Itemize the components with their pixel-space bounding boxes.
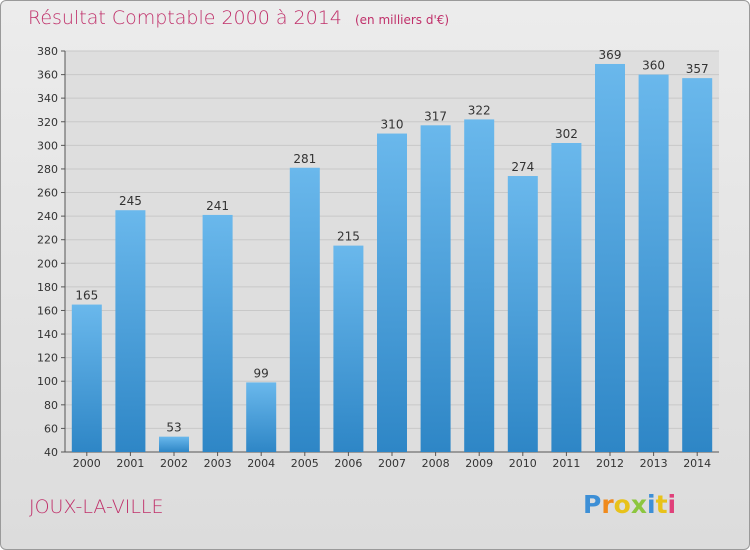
y-tick-label: 320: [37, 116, 58, 129]
bar: [202, 214, 233, 452]
bar: [507, 176, 538, 453]
bar-value-label: 369: [599, 48, 622, 62]
y-tick-label: 380: [37, 45, 58, 58]
x-tick-label: 2003: [204, 457, 232, 470]
x-tick-label: 2005: [291, 457, 319, 470]
logo-letter: r: [601, 490, 614, 519]
bar-value-label: 165: [75, 289, 98, 303]
bar-value-label: 215: [337, 230, 360, 244]
x-tick-label: 2002: [160, 457, 188, 470]
bar-value-label: 281: [293, 152, 316, 166]
y-tick-label: 300: [37, 139, 58, 152]
bar: [289, 167, 320, 452]
bar-value-label: 53: [166, 421, 181, 435]
bar-value-label: 99: [254, 366, 269, 380]
bar-value-label: 360: [642, 59, 665, 73]
x-tick-label: 2011: [552, 457, 580, 470]
bar: [377, 133, 407, 452]
bar-value-label: 241: [206, 199, 229, 213]
y-tick-label: 200: [37, 257, 58, 270]
bar: [420, 125, 451, 452]
x-tick-label: 2014: [683, 457, 711, 470]
x-tick-label: 2004: [247, 457, 275, 470]
y-tick-label: 120: [37, 352, 58, 365]
bar: [71, 304, 102, 452]
bar-value-label: 302: [555, 127, 578, 141]
y-tick-label: 180: [37, 281, 58, 294]
x-tick-label: 2008: [422, 457, 450, 470]
y-tick-label: 260: [37, 187, 58, 200]
y-tick-label: 160: [37, 304, 58, 317]
y-tick-label: 220: [37, 234, 58, 247]
x-tick-label: 2000: [73, 457, 101, 470]
logo-letter: P: [583, 490, 602, 519]
commune-name: JOUX-LA-VILLE: [29, 496, 164, 518]
bar-value-label: 322: [468, 103, 491, 117]
bar: [333, 245, 364, 452]
bar: [159, 436, 189, 452]
x-tick-label: 2013: [640, 457, 668, 470]
chart-title-block: Résultat Comptable 2000 à 2014 (en milli…: [28, 7, 449, 29]
x-tick-label: 2012: [596, 457, 624, 470]
chart-subtitle: (en milliers d'€): [354, 13, 450, 27]
x-tick-label: 2006: [334, 457, 362, 470]
x-tick-label: 2001: [116, 457, 144, 470]
logo-letter: t: [655, 490, 668, 519]
y-tick-label: 140: [37, 328, 58, 341]
y-tick-label: 360: [37, 69, 58, 82]
logo-letter: x: [630, 490, 647, 519]
bar: [638, 74, 669, 453]
y-tick-label: 80: [44, 399, 58, 412]
bar: [246, 382, 277, 452]
x-tick-label: 2010: [509, 457, 537, 470]
logo-letter: i: [647, 490, 656, 519]
proxiti-logo: Proxiti: [583, 490, 676, 519]
x-tick-label: 2007: [378, 457, 406, 470]
logo-letter: o: [613, 490, 631, 519]
y-tick-label: 340: [37, 92, 58, 105]
bar-value-label: 245: [119, 194, 142, 208]
bar: [464, 119, 495, 452]
bar-value-label: 274: [511, 160, 534, 174]
bar-value-label: 317: [424, 109, 447, 123]
bar-value-label: 357: [686, 62, 709, 76]
x-tick-label: 2009: [465, 457, 493, 470]
y-tick-label: 100: [37, 375, 58, 388]
bar: [682, 78, 713, 453]
bar-value-label: 310: [381, 118, 404, 132]
bar: [115, 210, 146, 452]
y-tick-label: 40: [44, 446, 58, 459]
logo-letter: i: [667, 490, 677, 519]
y-tick-label: 60: [44, 422, 58, 435]
bar: [595, 63, 625, 452]
y-tick-label: 280: [37, 163, 58, 176]
y-tick-label: 240: [37, 210, 58, 223]
bar: [551, 142, 582, 452]
chart-title: Résultat Comptable 2000 à 2014: [28, 7, 342, 29]
